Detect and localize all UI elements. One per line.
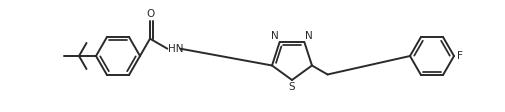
Text: N: N bbox=[305, 31, 313, 41]
Text: N: N bbox=[270, 31, 278, 41]
Text: HN: HN bbox=[168, 44, 183, 54]
Text: O: O bbox=[146, 9, 155, 19]
Text: S: S bbox=[288, 82, 295, 92]
Text: F: F bbox=[456, 51, 462, 61]
